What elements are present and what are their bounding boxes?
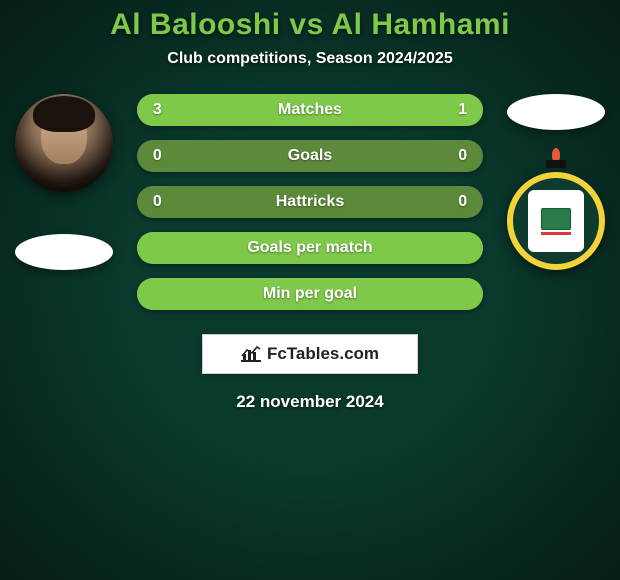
right-player-col (501, 94, 610, 270)
badge-torch-icon (546, 160, 566, 168)
badge-dash-icon (541, 232, 571, 235)
badge-book-icon (541, 208, 571, 230)
club-badge-right (507, 172, 605, 270)
team-logo-left (15, 234, 113, 270)
page-title: Al Balooshi vs Al Hamhami (0, 8, 620, 42)
subtitle: Club competitions, Season 2024/2025 (0, 50, 620, 68)
bar-label: Min per goal (137, 278, 483, 310)
bar-label: Goals (137, 140, 483, 172)
bar-matches: 3 Matches 1 (137, 94, 483, 126)
left-player-col (10, 94, 119, 270)
bar-value-right: 1 (458, 94, 467, 126)
bar-label: Hattricks (137, 186, 483, 218)
player-avatar-left (15, 94, 113, 192)
bar-goals-per-match: Goals per match (137, 232, 483, 264)
badge-inner (528, 190, 584, 252)
branding-box[interactable]: FcTables.com (202, 334, 418, 374)
team-logo-right-top (507, 94, 605, 130)
stat-bars: 3 Matches 1 0 Goals 0 0 Hattricks 0 Go (137, 94, 483, 310)
bar-label: Matches (137, 94, 483, 126)
bar-goals: 0 Goals 0 (137, 140, 483, 172)
bar-value-right: 0 (458, 140, 467, 172)
comparison-card: Al Balooshi vs Al Hamhami Club competiti… (0, 0, 620, 412)
main-row: 3 Matches 1 0 Goals 0 0 Hattricks 0 Go (0, 94, 620, 310)
chart-icon (241, 346, 261, 362)
bar-label: Goals per match (137, 232, 483, 264)
date-label: 22 november 2024 (0, 392, 620, 412)
bar-min-per-goal: Min per goal (137, 278, 483, 310)
bar-hattricks: 0 Hattricks 0 (137, 186, 483, 218)
branding-text: FcTables.com (267, 344, 379, 364)
bar-value-right: 0 (458, 186, 467, 218)
